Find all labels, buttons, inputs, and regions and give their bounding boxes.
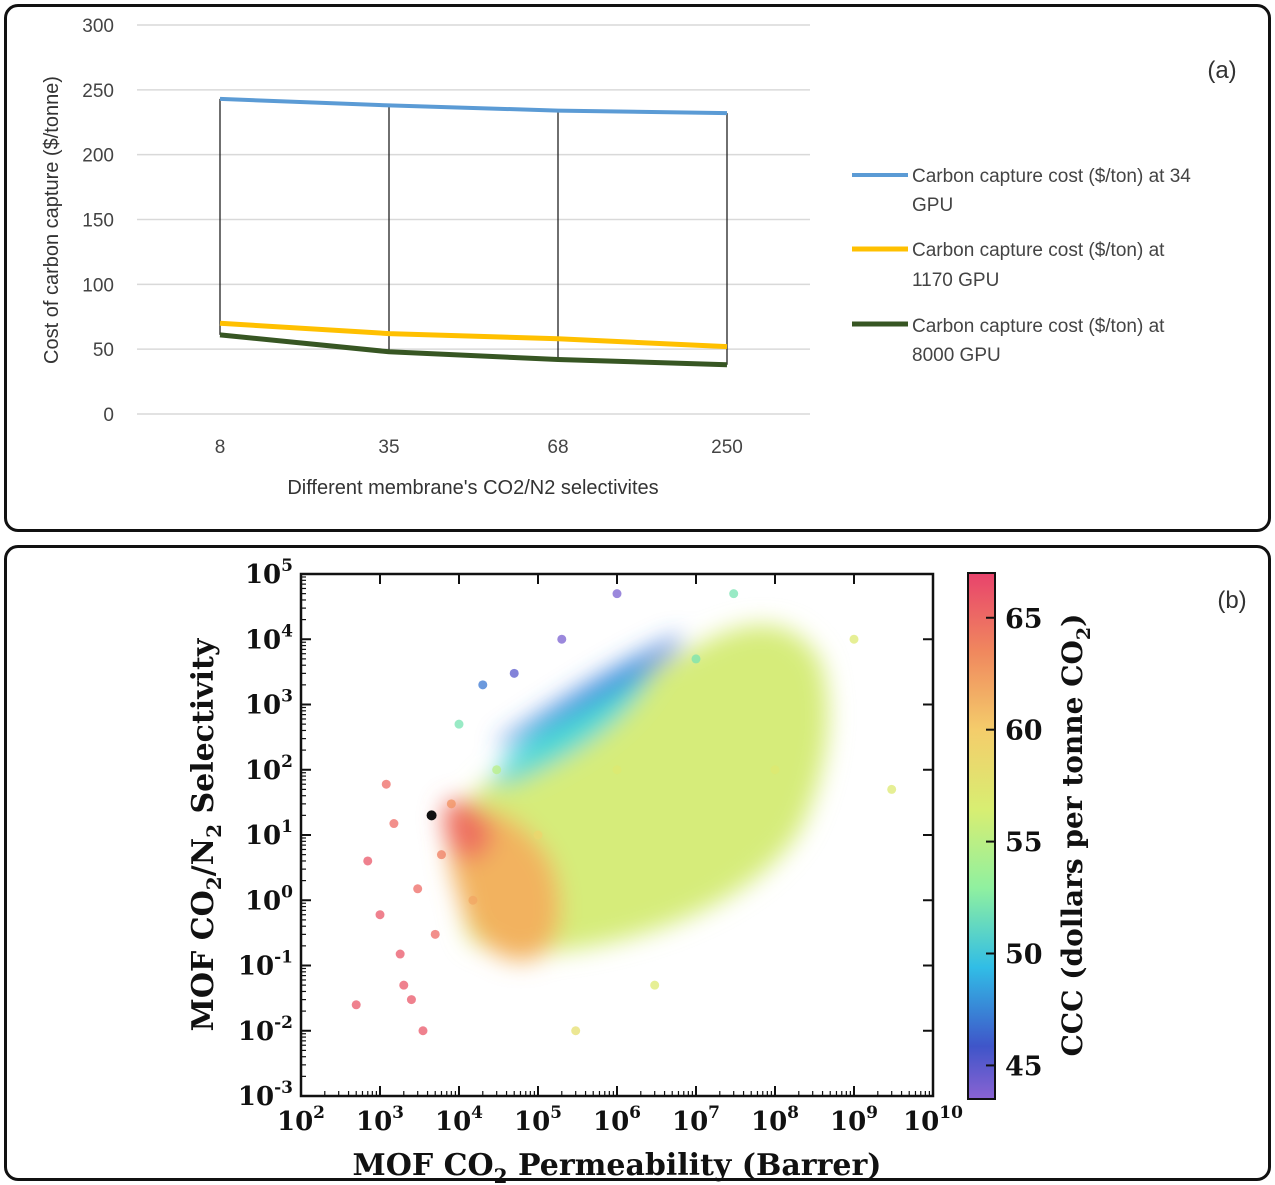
scatter-point (363, 856, 373, 866)
scatter-point (478, 680, 488, 690)
b-y-axis-label: MOF CO2/N2 Selectivity (186, 637, 226, 1031)
panel-b-y-ticks: 105 104 103 102 101 100 10-1 10-2 10-3 (238, 556, 293, 1112)
b-x-axis-label: MOF CO2 Permeability (Barrer) (353, 1148, 882, 1185)
b-ytick-label--1: 10-1 (238, 948, 293, 982)
scatter-point (612, 765, 622, 775)
b-xtick-label-9: 109 (830, 1103, 878, 1137)
scatter-point (436, 850, 446, 860)
colorbar-label: CCC (dollars per tonne CO2) (1056, 614, 1095, 1057)
a-panel-label: (a) (1207, 57, 1236, 84)
scatter-point (509, 668, 519, 678)
panel-a-series (219, 96, 728, 368)
scatter-point (729, 589, 739, 599)
scatter-point (426, 810, 437, 821)
scatter-point (770, 765, 780, 775)
a-ytick-50: 50 (93, 340, 114, 361)
scatter-point (468, 895, 478, 905)
scatter-point (430, 929, 440, 939)
cbar-tick-60: 60 (1005, 716, 1043, 747)
legend-label-1170-line1: Carbon capture cost ($/ton) at (912, 240, 1165, 261)
a-ytick-200: 200 (82, 146, 114, 167)
scatter-point (389, 819, 399, 829)
b-xtick-label-5: 105 (514, 1103, 562, 1137)
legend-label-8000-line1: Carbon capture cost ($/ton) at (912, 316, 1165, 337)
b-xtick-label-8: 108 (751, 1103, 799, 1137)
a-series-line-0 (219, 96, 728, 116)
scatter-point (351, 1000, 361, 1010)
a-xtick-8: 8 (215, 437, 226, 458)
b-xtick-label-2: 102 (277, 1103, 325, 1137)
cbar-tick-55: 55 (1005, 828, 1043, 859)
panel-a-x-ticks: 8 35 68 250 (215, 437, 743, 458)
b-ytick-label-4: 104 (245, 621, 293, 655)
legend-label-34-line1: Carbon capture cost ($/ton) at 34 (912, 166, 1191, 187)
scatter-point (418, 1026, 428, 1036)
legend-label-8000-line2: 8000 GPU (912, 345, 1001, 366)
b-panel-label: (b) (1217, 587, 1246, 614)
b-ytick-label-5: 105 (245, 556, 293, 590)
cloud-blue-band (500, 635, 682, 750)
panel-a-gridlines (137, 24, 810, 415)
b-xtick-label-7: 107 (672, 1103, 720, 1137)
panel-b-scatter-points (351, 589, 897, 1036)
a-ytick-0: 0 (103, 405, 114, 426)
b-ytick-label-0: 100 (245, 882, 293, 916)
b-ytick-label-1: 101 (245, 817, 293, 851)
scatter-point (887, 784, 897, 794)
scatter-point (612, 589, 622, 599)
panel-a-legend: Carbon capture cost ($/ton) at 34 GPU Ca… (852, 166, 1191, 366)
panel-a-high-low-lines (219, 98, 728, 365)
b-ytick-label--2: 10-2 (238, 1013, 293, 1047)
a-xtick-250: 250 (711, 437, 743, 458)
panel-b-density-cloud (351, 589, 897, 1036)
b-xtick-label-3: 103 (356, 1103, 404, 1137)
cbar-tick-45: 45 (1005, 1051, 1043, 1082)
scatter-point (413, 884, 423, 894)
colorbar (967, 572, 996, 1100)
b-xtick-label-4: 104 (435, 1103, 483, 1137)
colorbar-ticks: 65 60 55 50 45 (1005, 604, 1043, 1083)
b-ytick-label-3: 103 (245, 687, 293, 721)
scatter-point (557, 634, 567, 644)
scatter-point (650, 980, 660, 990)
scatter-point (375, 910, 385, 920)
a-ytick-150: 150 (82, 211, 114, 232)
a-ytick-300: 300 (82, 16, 114, 37)
legend-label-34-line2: GPU (912, 195, 953, 216)
b-xtick-label-10: 1010 (903, 1103, 963, 1137)
a-x-axis-label: Different membrane's CO2/N2 selectivites (287, 477, 658, 499)
scatter-point (381, 779, 391, 789)
a-ytick-100: 100 (82, 275, 114, 296)
scatter-point (691, 654, 701, 664)
cloud-red (443, 800, 492, 860)
scatter-point (571, 1026, 581, 1036)
scatter-point (454, 719, 464, 729)
panel-b-x-ticks: 102 103 104 105 106 107 108 109 1010 (277, 1103, 963, 1137)
panel-a-y-ticks: 300 250 200 150 100 50 0 (82, 16, 114, 426)
scatter-point (399, 980, 409, 990)
a-series-line-2 (219, 332, 728, 368)
panel-b-tick-marks (300, 573, 934, 1097)
b-ytick-label--3: 10-3 (238, 1078, 293, 1112)
scatter-point (492, 765, 502, 775)
density-blobs (443, 625, 829, 961)
scatter-point (446, 799, 456, 809)
b-ytick-label-2: 102 (245, 752, 293, 786)
cbar-tick-65: 65 (1005, 604, 1043, 635)
a-xtick-68: 68 (547, 437, 568, 458)
cbar-tick-50: 50 (1005, 940, 1043, 971)
b-xtick-label-6: 106 (593, 1103, 641, 1137)
legend-label-1170-line2: 1170 GPU (912, 270, 999, 291)
scatter-point (406, 995, 416, 1005)
scatter-point (849, 634, 859, 644)
a-xtick-35: 35 (378, 437, 399, 458)
panel-a (4, 4, 1271, 532)
scatter-point (533, 830, 543, 840)
scatter-point (395, 949, 405, 959)
a-ytick-250: 250 (82, 81, 114, 102)
a-y-axis-label: Cost of carbon capture ($/tonne) (41, 76, 63, 364)
a-series-line-1 (219, 320, 728, 350)
